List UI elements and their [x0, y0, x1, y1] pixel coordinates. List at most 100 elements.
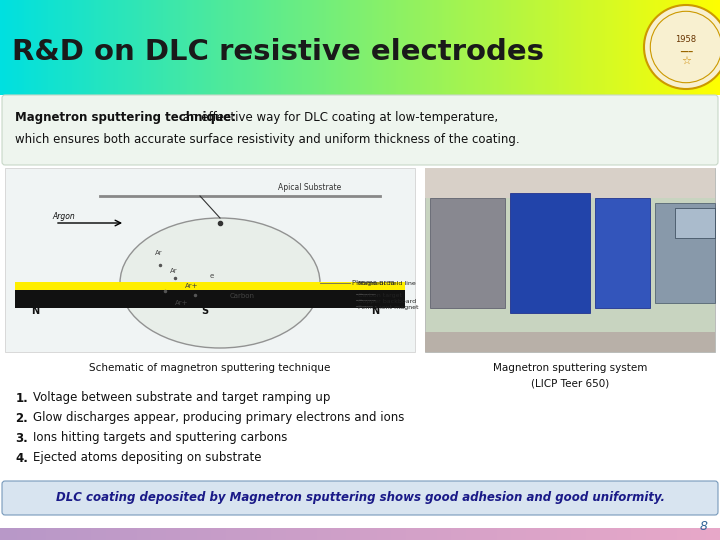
Bar — [91, 528, 94, 540]
Bar — [444, 0, 446, 95]
Bar — [94, 0, 96, 95]
Bar — [173, 528, 175, 540]
Bar — [161, 0, 163, 95]
Bar — [27, 0, 29, 95]
Bar — [343, 528, 346, 540]
Bar — [211, 0, 214, 95]
Bar — [240, 0, 243, 95]
Bar — [74, 528, 77, 540]
Bar — [163, 528, 166, 540]
Bar — [398, 528, 401, 540]
Bar — [72, 0, 74, 95]
Bar — [590, 0, 593, 95]
Bar — [41, 528, 43, 540]
Bar — [108, 0, 110, 95]
Bar — [535, 0, 538, 95]
Bar — [53, 0, 55, 95]
Text: Glow discharges appear, producing primary electrons and ions: Glow discharges appear, producing primar… — [33, 411, 405, 424]
Bar — [63, 528, 65, 540]
Bar — [171, 528, 173, 540]
Bar — [396, 0, 398, 95]
Bar — [391, 0, 394, 95]
Bar — [374, 528, 377, 540]
Bar — [185, 0, 187, 95]
Bar — [643, 528, 646, 540]
Bar — [144, 0, 146, 95]
Bar — [223, 528, 225, 540]
Bar — [189, 528, 192, 540]
Text: Apical Substrate: Apical Substrate — [279, 183, 341, 192]
Bar — [552, 528, 554, 540]
Bar — [65, 0, 67, 95]
Bar — [545, 0, 547, 95]
Bar — [149, 0, 151, 95]
Bar — [252, 0, 254, 95]
Bar — [535, 528, 538, 540]
Bar — [636, 0, 639, 95]
Bar — [365, 528, 367, 540]
Bar — [432, 528, 434, 540]
Bar — [194, 0, 197, 95]
Bar — [50, 528, 53, 540]
Bar — [562, 528, 564, 540]
Bar — [672, 0, 675, 95]
Bar — [384, 528, 387, 540]
Bar — [259, 528, 261, 540]
Bar — [29, 0, 31, 95]
Bar — [684, 0, 686, 95]
Bar — [189, 0, 192, 95]
Bar — [593, 528, 595, 540]
Text: N: N — [371, 306, 379, 316]
Bar — [446, 0, 449, 95]
Bar — [617, 0, 619, 95]
Bar — [367, 528, 369, 540]
Bar — [480, 528, 482, 540]
Bar — [117, 528, 120, 540]
Bar — [113, 528, 115, 540]
Bar — [106, 0, 108, 95]
Bar — [372, 0, 374, 95]
Bar — [405, 528, 408, 540]
Bar — [509, 528, 511, 540]
Bar — [58, 528, 60, 540]
Bar — [346, 528, 348, 540]
Bar — [355, 528, 358, 540]
Bar — [598, 528, 600, 540]
Bar — [274, 0, 276, 95]
Bar — [624, 0, 626, 95]
Bar — [504, 0, 506, 95]
Bar — [187, 0, 189, 95]
Bar — [300, 0, 302, 95]
Bar — [310, 0, 312, 95]
Bar — [5, 168, 415, 352]
Bar — [538, 528, 540, 540]
Bar — [113, 0, 115, 95]
Bar — [610, 528, 612, 540]
Bar — [691, 528, 693, 540]
Bar — [283, 528, 286, 540]
Bar — [679, 528, 682, 540]
Bar — [427, 0, 430, 95]
Bar — [182, 0, 185, 95]
Bar — [554, 0, 557, 95]
Bar — [221, 528, 223, 540]
Bar — [125, 0, 127, 95]
Bar — [211, 528, 214, 540]
Bar — [542, 528, 545, 540]
Bar — [355, 0, 358, 95]
Bar — [166, 0, 168, 95]
Bar — [648, 528, 650, 540]
Bar — [482, 528, 485, 540]
Bar — [279, 0, 281, 95]
Bar — [629, 0, 631, 95]
Bar — [686, 528, 689, 540]
Bar — [139, 528, 142, 540]
Bar — [192, 0, 194, 95]
Bar — [434, 528, 437, 540]
Bar — [367, 0, 369, 95]
Bar — [689, 528, 691, 540]
Bar — [103, 0, 106, 95]
Bar — [528, 528, 531, 540]
Bar — [110, 528, 113, 540]
Bar — [295, 0, 297, 95]
